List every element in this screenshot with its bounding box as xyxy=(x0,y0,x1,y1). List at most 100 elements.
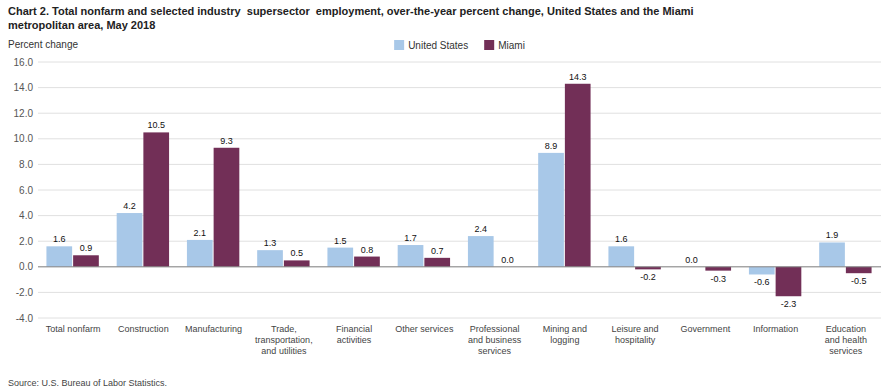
x-tick-label-line: services xyxy=(478,346,512,356)
legend-label: Miami xyxy=(498,40,525,51)
bar xyxy=(424,258,450,267)
data-label: 2.4 xyxy=(475,224,488,234)
data-label: 1.5 xyxy=(334,236,347,246)
bar xyxy=(398,245,424,267)
x-tick-label: Total nonfarm xyxy=(46,324,101,334)
x-tick-label-line: hospitality xyxy=(615,335,656,345)
x-tick-label-line: Financial xyxy=(336,324,372,334)
x-tick-label: Mining andlogging xyxy=(543,324,587,345)
source: Source: U.S. Bureau of Labor Statistics. xyxy=(8,378,167,388)
bar xyxy=(73,255,99,267)
bar xyxy=(257,250,283,267)
x-tick-label-line: Other services xyxy=(395,324,454,334)
y-tick-label: 12.0 xyxy=(14,108,34,119)
data-label: 1.3 xyxy=(264,238,277,248)
data-label: -0.6 xyxy=(754,277,770,287)
legend-label: United States xyxy=(408,40,468,51)
y-tick-label: -2.0 xyxy=(16,287,34,298)
bar xyxy=(143,132,169,266)
data-label: 0.0 xyxy=(501,255,514,265)
x-tick-label-line: Trade, xyxy=(271,324,297,334)
title-line: metropolitan area, May 2018 xyxy=(8,19,155,31)
legend-swatch xyxy=(484,40,494,50)
bar xyxy=(538,153,564,267)
bar xyxy=(327,248,353,267)
data-label: 2.1 xyxy=(194,228,207,238)
title: Chart 2. Total nonfarm and selected indu… xyxy=(8,5,694,31)
x-tick-label: Trade,transportation,and utilities xyxy=(255,324,313,356)
data-label: -0.2 xyxy=(640,272,656,282)
x-tick-label-line: Education xyxy=(826,324,866,334)
x-tick-label: Manufacturing xyxy=(185,324,242,334)
x-tick-label-line: Information xyxy=(753,324,798,334)
data-label: 0.7 xyxy=(431,246,444,256)
zero-line xyxy=(38,266,881,267)
bar xyxy=(187,240,213,267)
grid-line xyxy=(38,292,881,293)
data-label: 0.8 xyxy=(361,245,374,255)
legend-item: United States xyxy=(394,40,468,51)
data-label: -0.5 xyxy=(851,276,867,286)
y-tick-label: 16.0 xyxy=(14,57,34,68)
y-tick-label: 14.0 xyxy=(14,82,34,93)
y-axis: -4.0-2.00.02.04.06.08.010.012.014.016.0 xyxy=(14,57,881,324)
x-tick-label-line: Manufacturing xyxy=(185,324,242,334)
data-label: 1.7 xyxy=(404,233,417,243)
y-tick-label: 10.0 xyxy=(14,133,34,144)
bar xyxy=(284,260,310,266)
data-label: 1.6 xyxy=(53,234,66,244)
grid-line xyxy=(38,318,881,319)
data-labels: 1.64.22.11.31.51.72.48.91.60.0-0.61.90.9… xyxy=(53,72,866,309)
data-label: -2.3 xyxy=(781,299,797,309)
x-tick-label-line: and health xyxy=(825,335,867,345)
x-tick-label-line: Construction xyxy=(118,324,169,334)
bar xyxy=(749,267,775,275)
x-axis: Total nonfarm Construction Manufacturing Tr… xyxy=(46,324,867,356)
x-tick-label-line: Mining and xyxy=(543,324,587,334)
bars xyxy=(46,84,871,296)
x-tick-label-line: Professional xyxy=(470,324,520,334)
y-tick-label: -4.0 xyxy=(16,313,34,324)
y-tick-label: 6.0 xyxy=(19,185,33,196)
x-tick-label: Information xyxy=(753,324,798,334)
x-tick-label-line: Government xyxy=(681,324,731,334)
legend: United States Miami xyxy=(394,40,525,51)
data-label: 1.6 xyxy=(615,234,628,244)
x-tick-label: Leisure andhospitality xyxy=(612,324,659,345)
x-tick-label-line: and business xyxy=(468,335,522,345)
y-tick-label: 0.0 xyxy=(19,261,33,272)
bar xyxy=(468,236,494,267)
data-label: 0.0 xyxy=(685,255,698,265)
y-tick-label: 4.0 xyxy=(19,210,33,221)
x-tick-label: Financialactivities xyxy=(336,324,372,345)
x-tick-label-line: Total nonfarm xyxy=(46,324,101,334)
x-tick-label: Educationand healthservices xyxy=(825,324,867,356)
data-label: 14.3 xyxy=(569,72,587,82)
data-label: 0.5 xyxy=(290,248,303,258)
x-tick-label-line: transportation, xyxy=(255,335,313,345)
bar xyxy=(354,257,380,267)
bar xyxy=(846,267,872,273)
bar xyxy=(117,213,143,267)
bar xyxy=(565,84,591,267)
data-label: 10.5 xyxy=(147,120,165,130)
x-tick-label-line: activities xyxy=(337,335,372,345)
y-axis-label: Percent change xyxy=(8,39,78,50)
chart: Chart 2. Total nonfarm and selected indu… xyxy=(0,0,889,392)
x-tick-label: Professionaland businessservices xyxy=(468,324,522,356)
y-tick-label: 8.0 xyxy=(19,159,33,170)
x-tick-label: Government xyxy=(681,324,731,334)
data-label: 0.9 xyxy=(80,243,93,253)
grid-line xyxy=(38,62,881,63)
title-line: Chart 2. Total nonfarm and selected indu… xyxy=(8,5,694,17)
bar xyxy=(214,148,240,267)
x-tick-label-line: Leisure and xyxy=(612,324,659,334)
bar xyxy=(819,242,845,266)
x-tick-label: Other services xyxy=(395,324,454,334)
x-tick-label-line: services xyxy=(829,346,863,356)
bar xyxy=(705,267,731,271)
x-tick-label-line: and utilities xyxy=(261,346,307,356)
bar xyxy=(46,246,72,266)
x-tick-label: Construction xyxy=(118,324,169,334)
x-tick-label-line: logging xyxy=(550,335,579,345)
